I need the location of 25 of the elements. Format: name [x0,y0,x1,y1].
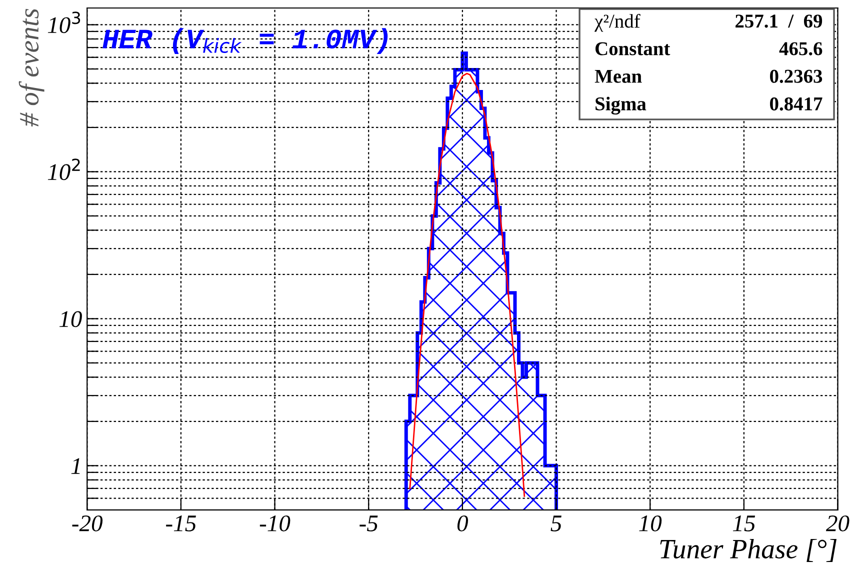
annotation: Sigma [596,96,646,115]
x-tick-label: -20 [72,515,103,532]
annotation: HER (V$_{kick}$ = 1.0MV) [102,28,388,54]
y-tick-label: 10$^{2}$ [48,158,80,180]
line-series [409,72,526,497]
annotation: Mean [594,70,642,83]
y-tick-label: 10 [59,311,82,328]
y-tick-label: 1 [71,458,80,474]
x-tick-label: -10 [260,515,290,532]
annotation: χ²/ndf [594,14,640,32]
x-axis-title: Tuner Phase [°] [660,538,837,562]
x-tick-label: -5 [360,516,378,532]
x-tick-label: -15 [166,516,196,532]
annotation: 0.2363 [770,70,822,83]
x-tick-label: 15 [732,516,756,532]
y-axis-title: # of events [18,8,44,127]
x-tick-label: 20 [826,515,850,532]
annotation: 257.1 / 69 [736,14,822,28]
annotation: Constant [596,42,670,56]
y-tick-label: 10$^{3}$ [48,12,80,34]
annotation: 465.6 [779,42,822,56]
x-tick-label: 10 [639,515,662,532]
x-tick-label: 5 [550,516,562,532]
annotation: 0.8417 [770,97,822,111]
x-tick-label: 0 [457,515,468,532]
